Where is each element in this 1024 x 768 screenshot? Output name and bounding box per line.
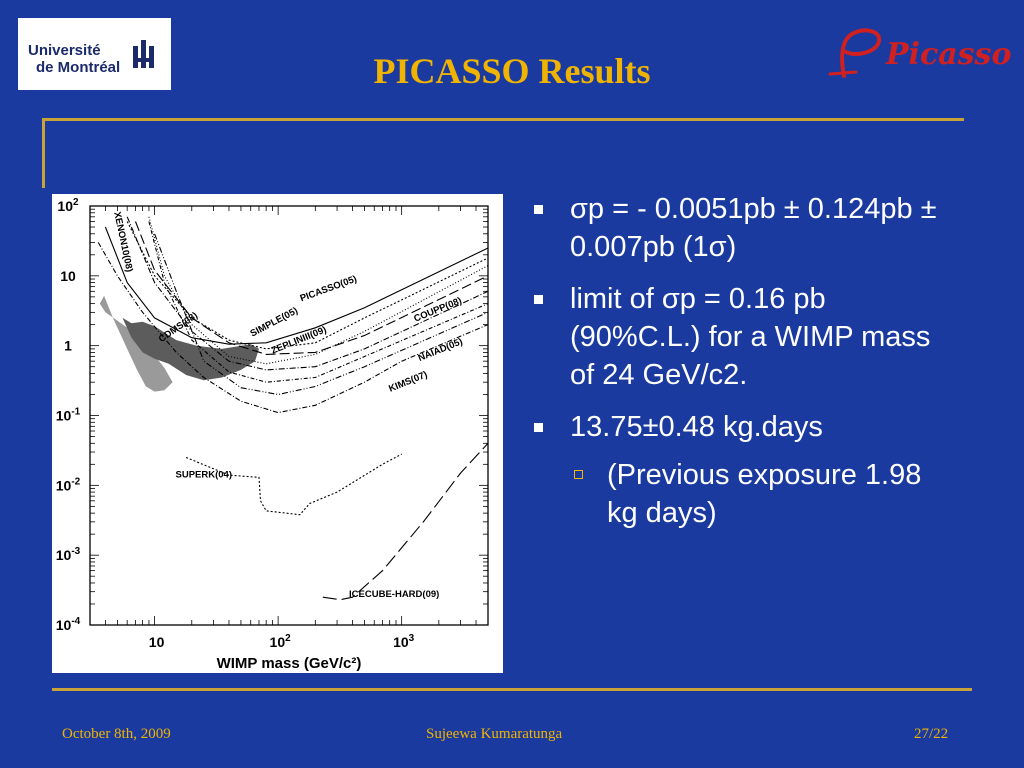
bullet-limit-text: limit of σp = 0.16 pb (90%C.L.) for a WI… <box>570 283 931 391</box>
logo-line-2: de Montréal <box>36 59 121 76</box>
hollow-square-bullet-icon <box>574 470 583 479</box>
y-tick-label: 10-3 <box>56 546 81 563</box>
footer-date: October 8th, 2009 <box>62 726 171 742</box>
curve-label: KIMS(07) <box>387 369 429 394</box>
bullet-square-icon <box>534 423 543 432</box>
university-mark-icon <box>133 40 154 68</box>
y-tick-label: 102 <box>57 197 79 214</box>
curve-label: SUPERK(04) <box>176 469 233 480</box>
y-tick-label: 10-4 <box>56 616 81 633</box>
x-tick-label: 102 <box>270 633 292 650</box>
limit-curve-10 <box>322 442 489 601</box>
limit-curve-2 <box>126 221 489 350</box>
x-axis-title: WIMP mass (GeV/c²) <box>217 655 362 672</box>
sub-bullet-previous-exposure: (Previous exposure 1.98 kg days) <box>534 456 944 532</box>
slide-title: PICASSO Results <box>373 51 651 91</box>
limit-curve-8 <box>97 242 489 414</box>
curve-label: PICASSO(05) <box>299 274 359 305</box>
logo-line-1: Université <box>28 42 101 59</box>
brand-wordmark: Picasso <box>885 37 1011 72</box>
footer-page-number: 27/22 <box>914 726 949 742</box>
curve-label: XENON10(08) <box>111 211 134 273</box>
universite-de-montreal-logo: Université de Montréal <box>18 18 171 90</box>
curve-label: ICECUBE-HARD(09) <box>349 589 439 600</box>
bullet-square-icon <box>534 205 543 214</box>
y-tick-label: 10-2 <box>56 476 81 493</box>
x-tick-label: 10 <box>149 634 165 650</box>
limit-curve-9 <box>185 453 402 516</box>
results-bullets: σp = - 0.0051pb ± 0.124pb ± 0.007pb (1σ)… <box>534 190 944 532</box>
exclusion-plot-svg: PICASSO(05)SIMPLE(05)ZEPLINIII(09)COUPP(… <box>56 197 489 672</box>
limit-curve-1 <box>104 226 489 345</box>
logo-text: Université de Montréal <box>28 42 120 76</box>
plot-frame <box>89 205 489 626</box>
limit-curve-5 <box>126 216 489 371</box>
bullet-limit: limit of σp = 0.16 pb (90%C.L.) for a WI… <box>534 280 944 394</box>
picasso-brand-logo: Picasso <box>828 28 1011 78</box>
top-rule <box>42 118 964 121</box>
bottom-rule <box>52 688 972 691</box>
y-tick-label: 1 <box>64 338 72 354</box>
limit-curve-6 <box>148 221 489 383</box>
sub-bullet-previous-exposure-text: (Previous exposure 1.98 kg days) <box>607 459 922 529</box>
bullet-square-icon <box>534 295 543 304</box>
y-tick-label: 10-1 <box>56 407 81 424</box>
curve-label: CDMS(08) <box>157 310 200 345</box>
y-tick-label: 10 <box>60 268 76 284</box>
footer-author: Sujeewa Kumaratunga <box>426 726 563 742</box>
left-rule <box>42 118 45 188</box>
limit-curve-7 <box>154 233 489 396</box>
exclusion-plot: PICASSO(05) SIMPLE(05) ZEPLINIII(09) COUPP(… <box>52 194 503 673</box>
bullet-cross-section: σp = - 0.0051pb ± 0.124pb ± 0.007pb (1σ) <box>534 190 944 266</box>
x-tick-label: 103 <box>393 633 415 650</box>
allowed-region-2 <box>122 317 259 381</box>
bullet-cross-section-text: σp = - 0.0051pb ± 0.124pb ± 0.007pb (1σ) <box>570 193 937 263</box>
bullet-exposure: 13.75±0.48 kg.days <box>534 408 944 446</box>
limit-curve-4 <box>134 221 489 355</box>
bullet-exposure-text: 13.75±0.48 kg.days <box>570 411 823 443</box>
